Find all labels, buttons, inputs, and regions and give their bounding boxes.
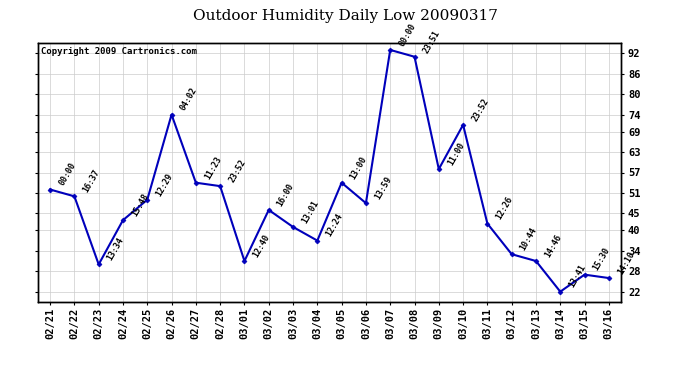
Text: 11:23: 11:23: [203, 154, 223, 180]
Text: 12:26: 12:26: [494, 195, 515, 221]
Text: 13:41: 13:41: [567, 263, 587, 290]
Text: 12:40: 12:40: [251, 233, 272, 259]
Text: Outdoor Humidity Daily Low 20090317: Outdoor Humidity Daily Low 20090317: [193, 9, 497, 23]
Text: Copyright 2009 Cartronics.com: Copyright 2009 Cartronics.com: [41, 47, 197, 56]
Text: 23:52: 23:52: [470, 96, 491, 123]
Text: 23:52: 23:52: [227, 158, 248, 184]
Text: 13:59: 13:59: [373, 175, 393, 201]
Text: 15:30: 15:30: [591, 246, 612, 273]
Text: 10:44: 10:44: [519, 226, 539, 252]
Text: 23:51: 23:51: [422, 28, 442, 55]
Text: 11:00: 11:00: [446, 141, 466, 167]
Text: 16:00: 16:00: [276, 182, 296, 208]
Text: 13:34: 13:34: [106, 236, 126, 262]
Text: 12:29: 12:29: [155, 171, 175, 198]
Text: 04:02: 04:02: [179, 86, 199, 112]
Text: 00:00: 00:00: [397, 22, 417, 48]
Text: 12:24: 12:24: [324, 212, 344, 238]
Text: 00:00: 00:00: [57, 161, 77, 188]
Text: 16:37: 16:37: [81, 168, 101, 194]
Text: 13:00: 13:00: [348, 154, 369, 180]
Text: 13:01: 13:01: [300, 199, 320, 225]
Text: 14:46: 14:46: [543, 233, 563, 259]
Text: 15:48: 15:48: [130, 192, 150, 218]
Text: 14:10: 14:10: [615, 250, 636, 276]
